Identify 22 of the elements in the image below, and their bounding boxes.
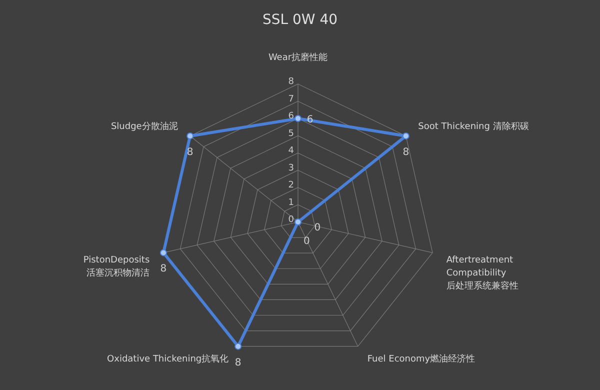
data-label: 8: [234, 357, 242, 368]
y-tick-label: 2: [288, 180, 294, 190]
spoke-label: Soot Thickening 清除积碳: [418, 120, 529, 132]
data-label: 8: [402, 146, 410, 158]
y-tick-label: 4: [288, 146, 294, 156]
y-tick-label: 0: [288, 215, 294, 225]
y-tick-label: 3: [288, 163, 294, 174]
y-tick-label: 1: [288, 198, 294, 208]
y-tick-label: 5: [288, 128, 294, 139]
spoke-label: Aftertreatment Compatibility 后处理系统兼容性: [446, 255, 518, 292]
data-label: 0: [303, 236, 310, 248]
spoke-label: Oxidative Thickening抗氧化: [107, 354, 229, 365]
data-label: 0: [314, 222, 321, 234]
y-tick-label: 8: [288, 77, 294, 87]
y-tick-label: 7: [288, 94, 294, 104]
spoke-label: Sludge分散油泥: [110, 120, 178, 132]
chart-title: SSL 0W 40: [261, 12, 339, 28]
data-label: 8: [160, 264, 167, 275]
spoke-label: Fuel Economy燃油经济性: [367, 354, 476, 365]
spoke-label: PistonDeposits 活塞沉积物清洁: [83, 255, 150, 278]
spoke-label: Wear抗磨性能: [268, 52, 328, 63]
data-label: 8: [186, 146, 194, 158]
